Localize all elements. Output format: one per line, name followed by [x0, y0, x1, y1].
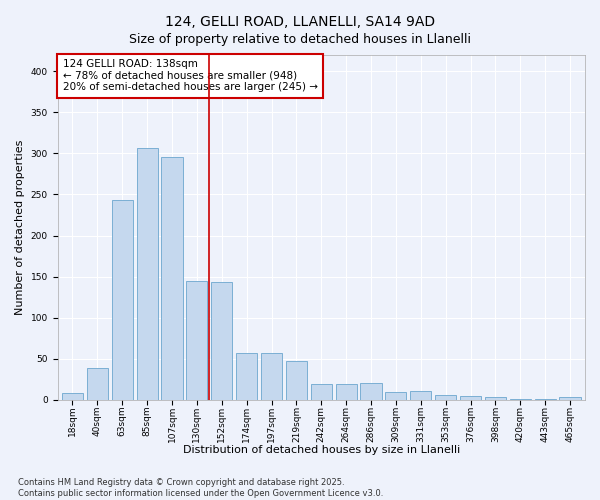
- Text: Size of property relative to detached houses in Llanelli: Size of property relative to detached ho…: [129, 32, 471, 46]
- Bar: [87, 368, 108, 400]
- Bar: [435, 394, 456, 400]
- Bar: [261, 353, 282, 400]
- Bar: [361, 383, 382, 400]
- Bar: [311, 384, 332, 400]
- Bar: [211, 282, 232, 400]
- Bar: [385, 392, 406, 400]
- Bar: [460, 396, 481, 400]
- Bar: [485, 397, 506, 400]
- Bar: [236, 353, 257, 400]
- Text: Contains HM Land Registry data © Crown copyright and database right 2025.
Contai: Contains HM Land Registry data © Crown c…: [18, 478, 383, 498]
- Bar: [137, 148, 158, 400]
- Bar: [112, 200, 133, 400]
- Bar: [186, 282, 208, 400]
- Bar: [335, 384, 357, 400]
- X-axis label: Distribution of detached houses by size in Llanelli: Distribution of detached houses by size …: [182, 445, 460, 455]
- Bar: [559, 397, 581, 400]
- Bar: [510, 399, 531, 400]
- Bar: [161, 156, 182, 400]
- Bar: [62, 393, 83, 400]
- Bar: [535, 399, 556, 400]
- Bar: [286, 361, 307, 400]
- Bar: [410, 392, 431, 400]
- Text: 124 GELLI ROAD: 138sqm
← 78% of detached houses are smaller (948)
20% of semi-de: 124 GELLI ROAD: 138sqm ← 78% of detached…: [62, 59, 317, 92]
- Y-axis label: Number of detached properties: Number of detached properties: [15, 140, 25, 315]
- Text: 124, GELLI ROAD, LLANELLI, SA14 9AD: 124, GELLI ROAD, LLANELLI, SA14 9AD: [165, 15, 435, 29]
